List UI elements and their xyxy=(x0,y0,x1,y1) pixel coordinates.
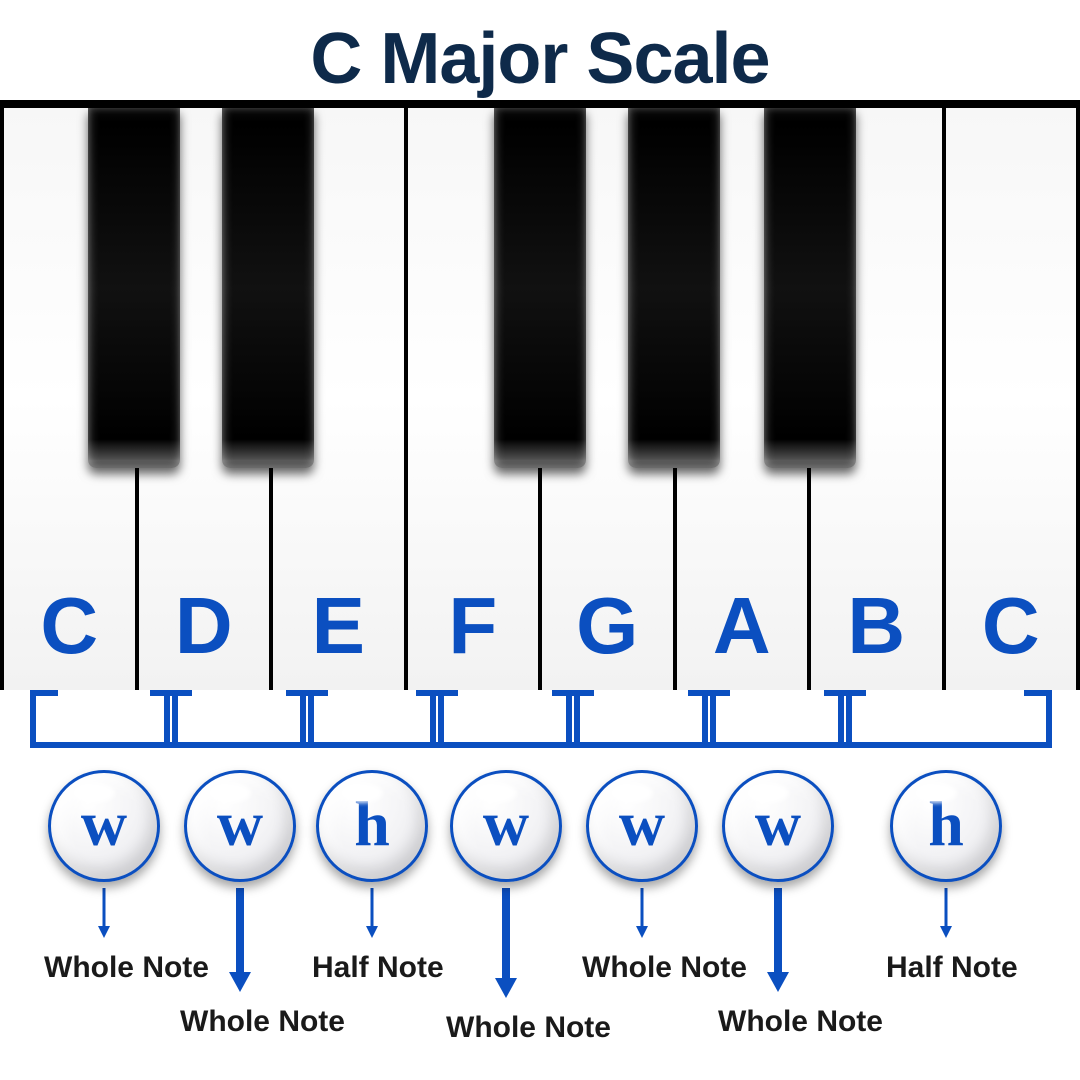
step-label: Whole Note xyxy=(582,951,702,985)
note-label: A xyxy=(713,580,771,672)
down-arrow-icon xyxy=(765,886,791,996)
bracket-4 xyxy=(566,692,716,748)
interval-brackets xyxy=(0,692,1080,762)
step-circle: w xyxy=(184,770,296,882)
step-symbol: w xyxy=(483,792,529,856)
note-label: G xyxy=(576,580,638,672)
step-symbol: w xyxy=(755,792,801,856)
bracket-2 xyxy=(300,692,444,748)
step-symbol: h xyxy=(354,792,390,856)
step-symbol: h xyxy=(928,792,964,856)
step-label: Whole Note xyxy=(44,951,164,985)
note-label: F xyxy=(448,580,497,672)
note-label: D xyxy=(175,580,233,672)
step-label: Whole Note xyxy=(718,1005,838,1039)
note-label: C xyxy=(982,580,1040,672)
piano-keyboard: CDEFGABC xyxy=(0,100,1080,690)
step-label: Half Note xyxy=(312,951,432,985)
bracket-1 xyxy=(164,692,314,748)
step-circle: w xyxy=(722,770,834,882)
bracket-5 xyxy=(702,692,852,748)
step-circle: w xyxy=(48,770,160,882)
down-arrow-icon xyxy=(96,886,112,942)
page-title: C Major Scale xyxy=(0,0,1080,100)
step-3: w Whole Note xyxy=(446,770,566,1045)
step-indicators: w Whole Note w Whole Note h Half Note w Whole N… xyxy=(0,770,1080,1070)
black-key-1 xyxy=(222,108,314,468)
note-label: E xyxy=(312,580,365,672)
down-arrow-icon xyxy=(364,886,380,942)
bracket-3 xyxy=(430,692,580,748)
step-circle: w xyxy=(450,770,562,882)
down-arrow-icon xyxy=(227,886,253,996)
step-label: Whole Note xyxy=(180,1005,300,1039)
step-symbol: w xyxy=(619,792,665,856)
step-label: Half Note xyxy=(886,951,1006,985)
step-symbol: w xyxy=(217,792,263,856)
step-1: w Whole Note xyxy=(180,770,300,1039)
note-label: B xyxy=(847,580,905,672)
step-circle: h xyxy=(316,770,428,882)
step-label: Whole Note xyxy=(446,1011,566,1045)
step-circle: w xyxy=(586,770,698,882)
down-arrow-icon xyxy=(493,886,519,1002)
down-arrow-icon xyxy=(634,886,650,942)
black-key-4 xyxy=(764,108,856,468)
step-5: w Whole Note xyxy=(718,770,838,1039)
black-key-2 xyxy=(494,108,586,468)
black-keys-row xyxy=(0,108,1080,468)
step-4: w Whole Note xyxy=(582,770,702,985)
black-key-0 xyxy=(88,108,180,468)
step-0: w Whole Note xyxy=(44,770,164,985)
step-6: h Half Note xyxy=(886,770,1006,985)
down-arrow-icon xyxy=(938,886,954,942)
note-label: C xyxy=(40,580,98,672)
step-symbol: w xyxy=(81,792,127,856)
bracket-6 xyxy=(838,692,1052,748)
black-key-3 xyxy=(628,108,720,468)
bracket-0 xyxy=(30,692,178,748)
step-2: h Half Note xyxy=(312,770,432,985)
step-circle: h xyxy=(890,770,1002,882)
